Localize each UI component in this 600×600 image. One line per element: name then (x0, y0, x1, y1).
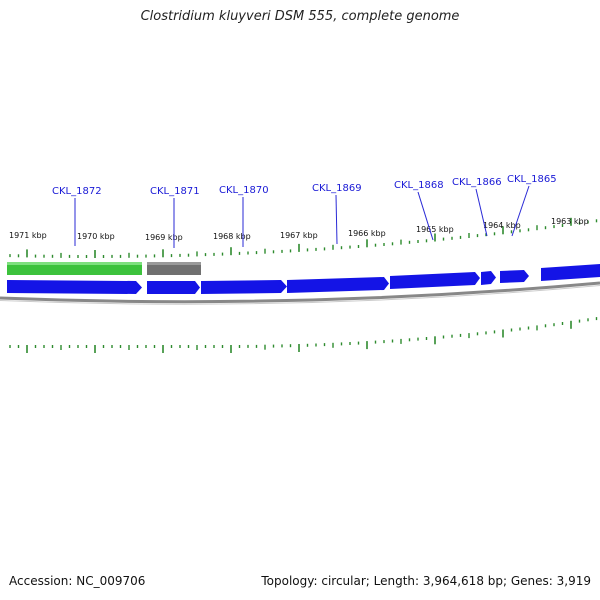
tick-label-1969: 1969 kbp (145, 233, 183, 242)
gene-arrow-ckl-1870[interactable] (201, 280, 287, 294)
genome-backbone (0, 281, 600, 304)
tick-label-1965: 1965 kbp (416, 225, 454, 234)
tick-label-1971: 1971 kbp (9, 231, 47, 240)
tick-label-1964: 1964 kbp (483, 221, 521, 230)
leader-ckl-1869 (335, 194, 338, 245)
leader-ckl-1868 (417, 191, 434, 241)
tick-label-1967: 1967 kbp (280, 231, 318, 240)
gene-label-ckl-1868[interactable]: CKL_1868 (394, 180, 444, 191)
gene-arrow-ckl-1869[interactable] (287, 277, 389, 293)
tick-label-1966: 1966 kbp (348, 229, 386, 238)
other-feature-highlight (147, 262, 201, 265)
tick-label-1970: 1970 kbp (77, 232, 115, 241)
rna-feature-highlight (7, 262, 142, 265)
gene-label-ckl-1870[interactable]: CKL_1870 (219, 185, 269, 196)
tick-labels: 1971 kbp 1970 kbp 1969 kbp 1968 kbp 1967… (9, 217, 589, 242)
gene-label-ckl-1872[interactable]: CKL_1872 (52, 186, 102, 197)
rna-feature[interactable] (7, 262, 142, 275)
tick-label-1963: 1963 kbp (551, 217, 589, 226)
gene-arrow-ckl-1865[interactable] (500, 270, 529, 283)
gene-label-ckl-1869[interactable]: CKL_1869 (312, 183, 362, 194)
leader-ckl-1866 (475, 188, 488, 237)
gene-arrow-ckl-1866[interactable] (481, 271, 496, 285)
accession-text: Accession: NC_009706 (9, 574, 146, 588)
gene-arrow-ckl-1868[interactable] (390, 272, 480, 289)
feature-track (7, 262, 201, 275)
gene-label-ckl-1871[interactable]: CKL_1871 (150, 186, 200, 197)
other-feature[interactable] (147, 262, 201, 275)
genome-stats-text: Topology: circular; Length: 3,964,618 bp… (261, 574, 591, 588)
gene-track (7, 264, 600, 294)
lower-tick-marks (9, 317, 598, 353)
tick-label-1968: 1968 kbp (213, 232, 251, 241)
gene-arrow-ckl-1872[interactable] (7, 280, 142, 294)
genome-backbone-shadow (0, 285, 600, 305)
gene-label-ckl-1866[interactable]: CKL_1866 (452, 177, 502, 188)
gene-label-ckl-1865[interactable]: CKL_1865 (507, 174, 557, 185)
gene-arrow-ckl-1871[interactable] (147, 281, 200, 294)
leader-ckl-1865 (511, 185, 530, 237)
upper-tick-marks (9, 217, 598, 258)
map-title: Clostridium kluyveri DSM 555, complete g… (140, 9, 460, 24)
gene-arrow-next[interactable] (541, 264, 600, 281)
gene-leader-lines (74, 185, 530, 248)
gene-labels: CKL_1872 CKL_1871 CKL_1870 CKL_1869 CKL_… (52, 174, 557, 197)
